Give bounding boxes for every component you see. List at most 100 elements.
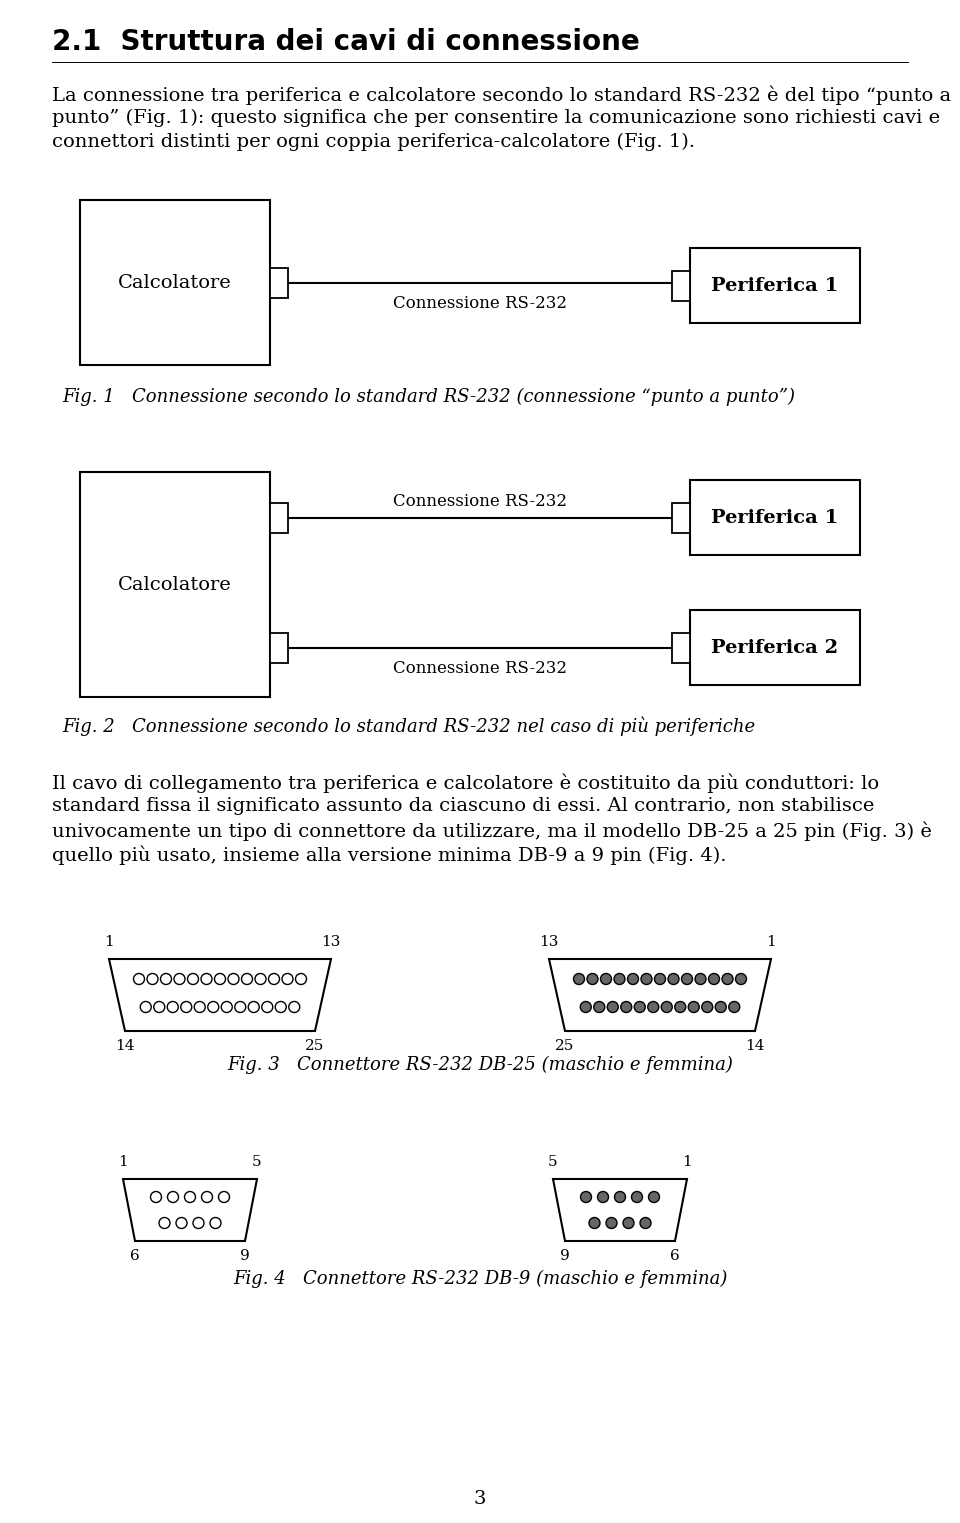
Circle shape [194, 1002, 205, 1013]
Text: Fig. 4   Connettore RS-232 DB-9 (maschio e femmina): Fig. 4 Connettore RS-232 DB-9 (maschio e… [233, 1270, 727, 1288]
Text: quello più usato, insieme alla versione minima DB-9 a 9 pin (Fig. 4).: quello più usato, insieme alla versione … [52, 845, 727, 865]
Text: 14: 14 [745, 1039, 765, 1052]
Polygon shape [672, 271, 690, 300]
Text: 5: 5 [252, 1154, 262, 1170]
Circle shape [587, 973, 598, 984]
Circle shape [641, 973, 652, 984]
Circle shape [221, 1002, 232, 1013]
Circle shape [255, 973, 266, 984]
Circle shape [184, 1191, 196, 1203]
Text: Fig. 2   Connessione secondo lo standard RS-232 nel caso di più periferiche: Fig. 2 Connessione secondo lo standard R… [62, 716, 756, 736]
Circle shape [735, 973, 747, 984]
Text: Il cavo di collegamento tra periferica e calcolatore è costituito da più condutt: Il cavo di collegamento tra periferica e… [52, 774, 879, 792]
Text: Periferica 2: Periferica 2 [711, 638, 839, 656]
Circle shape [601, 973, 612, 984]
Text: 1: 1 [683, 1154, 692, 1170]
Circle shape [160, 973, 172, 984]
Circle shape [655, 973, 665, 984]
Circle shape [614, 973, 625, 984]
Text: punto” (Fig. 1): questo significa che per consentire la comunicazione sono richi: punto” (Fig. 1): questo significa che pe… [52, 110, 940, 128]
Circle shape [193, 1217, 204, 1229]
Polygon shape [270, 503, 288, 533]
Circle shape [147, 973, 158, 984]
Circle shape [202, 1191, 212, 1203]
Circle shape [648, 1002, 659, 1013]
Circle shape [632, 1191, 642, 1203]
Circle shape [219, 1191, 229, 1203]
Polygon shape [270, 268, 288, 297]
Circle shape [580, 1002, 591, 1013]
Circle shape [210, 1217, 221, 1229]
Circle shape [708, 973, 719, 984]
Text: 1: 1 [766, 935, 776, 949]
Circle shape [597, 1191, 609, 1203]
Text: 2.1  Struttura dei cavi di connessione: 2.1 Struttura dei cavi di connessione [52, 27, 639, 56]
Circle shape [228, 973, 239, 984]
Circle shape [289, 1002, 300, 1013]
Text: 25: 25 [555, 1039, 575, 1052]
Text: Periferica 1: Periferica 1 [711, 277, 839, 294]
Circle shape [133, 973, 145, 984]
Circle shape [715, 1002, 727, 1013]
Circle shape [722, 973, 733, 984]
Circle shape [159, 1217, 170, 1229]
Text: 14: 14 [115, 1039, 134, 1052]
Circle shape [262, 1002, 273, 1013]
Circle shape [628, 973, 638, 984]
Circle shape [614, 1191, 626, 1203]
Circle shape [589, 1217, 600, 1229]
Circle shape [702, 1002, 712, 1013]
Text: Periferica 1: Periferica 1 [711, 509, 839, 527]
Text: Fig. 1   Connessione secondo lo standard RS-232 (connessione “punto a punto”): Fig. 1 Connessione secondo lo standard R… [62, 388, 795, 407]
Circle shape [235, 1002, 246, 1013]
Circle shape [140, 1002, 152, 1013]
Text: Calcolatore: Calcolatore [118, 576, 232, 594]
Text: La connessione tra periferica e calcolatore secondo lo standard RS-232 è del tip: La connessione tra periferica e calcolat… [52, 85, 951, 105]
Circle shape [661, 1002, 672, 1013]
Circle shape [201, 973, 212, 984]
Circle shape [214, 973, 226, 984]
Text: 1: 1 [104, 935, 114, 949]
Text: Connessione RS-232: Connessione RS-232 [393, 294, 567, 312]
Circle shape [154, 1002, 165, 1013]
Circle shape [167, 1002, 179, 1013]
Text: 6: 6 [131, 1249, 140, 1263]
Circle shape [668, 973, 679, 984]
Text: 25: 25 [305, 1039, 324, 1052]
Text: 3: 3 [473, 1489, 487, 1508]
Text: 1: 1 [118, 1154, 128, 1170]
Circle shape [593, 1002, 605, 1013]
Text: standard fissa il significato assunto da ciascuno di essi. Al contrario, non sta: standard fissa il significato assunto da… [52, 797, 875, 815]
Circle shape [635, 1002, 645, 1013]
Text: connettori distinti per ogni coppia periferica-calcolatore (Fig. 1).: connettori distinti per ogni coppia peri… [52, 133, 695, 151]
Text: 13: 13 [322, 935, 341, 949]
Text: Fig. 3   Connettore RS-232 DB-25 (maschio e femmina): Fig. 3 Connettore RS-232 DB-25 (maschio … [228, 1055, 732, 1074]
Circle shape [282, 973, 293, 984]
Text: 6: 6 [670, 1249, 680, 1263]
Circle shape [640, 1217, 651, 1229]
Circle shape [621, 1002, 632, 1013]
Circle shape [180, 1002, 192, 1013]
Polygon shape [270, 632, 288, 663]
Circle shape [187, 973, 199, 984]
Circle shape [176, 1217, 187, 1229]
Circle shape [296, 973, 306, 984]
Circle shape [167, 1191, 179, 1203]
Circle shape [695, 973, 706, 984]
Circle shape [606, 1217, 617, 1229]
Circle shape [688, 1002, 699, 1013]
Text: 13: 13 [540, 935, 559, 949]
Circle shape [174, 973, 185, 984]
Circle shape [649, 1191, 660, 1203]
Circle shape [608, 1002, 618, 1013]
Circle shape [581, 1191, 591, 1203]
Circle shape [269, 973, 279, 984]
Text: univocamente un tipo di connettore da utilizzare, ma il modello DB-25 a 25 pin (: univocamente un tipo di connettore da ut… [52, 821, 932, 841]
Circle shape [682, 973, 692, 984]
Circle shape [623, 1217, 634, 1229]
Text: 5: 5 [548, 1154, 558, 1170]
Circle shape [675, 1002, 685, 1013]
Polygon shape [672, 503, 690, 533]
Text: Connessione RS-232: Connessione RS-232 [393, 659, 567, 676]
Polygon shape [672, 632, 690, 663]
